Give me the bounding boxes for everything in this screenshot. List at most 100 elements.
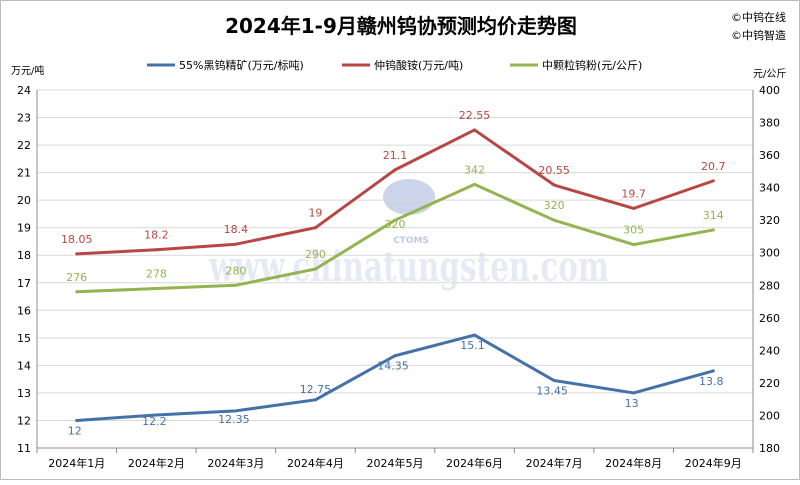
- data-point: [393, 168, 397, 172]
- data-label: 19.7: [621, 187, 646, 200]
- data-point: [234, 283, 238, 287]
- data-point: [552, 379, 556, 383]
- data-label: 20.55: [538, 164, 570, 177]
- data-point: [711, 228, 715, 232]
- data-label: 12: [68, 424, 82, 437]
- right-tick-label: 180: [759, 442, 780, 455]
- data-label: 13.45: [536, 385, 568, 398]
- watermark-text: www.chinatungsten.com: [208, 242, 609, 291]
- x-tick-label: 2024年5月: [367, 456, 424, 470]
- right-tick-label: 280: [759, 279, 780, 292]
- data-label: 320: [544, 199, 565, 212]
- x-tick-label: 2024年2月: [128, 456, 185, 470]
- data-label: 278: [146, 268, 167, 281]
- data-point: [313, 267, 317, 271]
- watermark-logo: CTOMS: [383, 179, 435, 246]
- left-tick-label: 14: [17, 359, 31, 372]
- data-label: 12.2: [142, 415, 167, 428]
- logo-text: CTOMS: [393, 236, 429, 246]
- left-tick-label: 24: [17, 84, 31, 97]
- data-point: [154, 413, 158, 417]
- data-label: 276: [66, 271, 87, 284]
- data-label: 12.75: [300, 383, 332, 396]
- left-tick-label: 11: [17, 442, 31, 455]
- data-point: [234, 242, 238, 246]
- legend: 55%黑钨精矿(万元/标吨) 仲钨酸铵(万元/吨) 中颗粒钨粉(元/公斤): [147, 58, 642, 72]
- data-label: 342: [464, 163, 485, 176]
- data-label: 15.1: [460, 339, 485, 352]
- data-point: [632, 391, 636, 395]
- axes: 11 12 13 14 15 16 17 18 19 20 21 22 23 24 180 200 220 240…: [17, 84, 780, 470]
- x-tick-label: 2024年6月: [446, 456, 503, 470]
- data-label: 18.05: [61, 233, 93, 246]
- data-point: [154, 248, 158, 252]
- logo-mark: [383, 179, 435, 215]
- left-tick-label: 13: [17, 387, 31, 400]
- data-point: [154, 287, 158, 291]
- data-label: 314: [703, 209, 724, 222]
- data-label: 14.35: [377, 360, 409, 373]
- data-label: 21.1: [383, 149, 408, 162]
- right-tick-label: 200: [759, 409, 780, 422]
- data-label: 18.4: [224, 223, 249, 236]
- right-tick-label: 320: [759, 214, 780, 227]
- series-layer: 12 12.2 12.35 12.75 14.35 15.1 13.45 13 13.8 18.0…: [61, 109, 725, 438]
- brand-line-2: ©中钨智造: [731, 28, 786, 42]
- data-point: [393, 218, 397, 222]
- right-axis-unit: 元/公斤: [753, 68, 786, 80]
- data-label: 280: [225, 264, 246, 277]
- x-tick-label: 2024年3月: [207, 456, 264, 470]
- right-tick-label: 360: [759, 149, 780, 162]
- legend-label: 仲钨酸铵(万元/吨): [374, 58, 463, 72]
- data-point: [75, 252, 79, 256]
- data-label: 18.2: [144, 229, 169, 242]
- data-point: [552, 183, 556, 187]
- left-tick-label: 19: [17, 222, 31, 235]
- right-tick-label: 340: [759, 182, 780, 195]
- data-label: 305: [623, 224, 644, 237]
- data-label: 20.7: [701, 160, 726, 173]
- left-tick-label: 23: [17, 112, 31, 125]
- left-tick-label: 21: [17, 167, 31, 180]
- left-tick-label: 16: [17, 304, 31, 317]
- data-point: [313, 398, 317, 402]
- x-tick-label: 2024年7月: [526, 456, 583, 470]
- data-point: [473, 128, 477, 132]
- right-tick-label: 260: [759, 312, 780, 325]
- right-tick-label: 400: [759, 84, 780, 97]
- left-tick-label: 12: [17, 414, 31, 427]
- x-tick-label: 2024年9月: [685, 456, 742, 470]
- data-label: 22.55: [459, 109, 491, 122]
- data-point: [711, 369, 715, 373]
- brand-line-1: ©中钨在线: [731, 10, 786, 24]
- left-tick-label: 18: [17, 249, 31, 262]
- data-label: 13: [625, 397, 639, 410]
- data-point: [75, 290, 79, 294]
- left-tick-label: 17: [17, 277, 31, 290]
- data-label: 290: [305, 248, 326, 261]
- legend-label: 中颗粒钨粉(元/公斤): [542, 58, 642, 72]
- left-tick-label: 15: [17, 332, 31, 345]
- data-point: [75, 418, 79, 422]
- chart-title: 2024年1-9月赣州钨协预测均价走势图: [225, 14, 577, 38]
- left-axis-unit: 万元/吨: [11, 64, 44, 77]
- data-label: 320: [385, 218, 406, 231]
- data-label: 13.8: [699, 375, 724, 388]
- right-tick-label: 220: [759, 377, 780, 390]
- x-tick-label: 2024年1月: [48, 456, 105, 470]
- right-tick-label: 300: [759, 247, 780, 260]
- data-point: [393, 354, 397, 358]
- right-tick-label: 380: [759, 117, 780, 130]
- data-point: [711, 179, 715, 183]
- legend-label: 55%黑钨精矿(万元/标吨): [179, 58, 304, 72]
- x-tick-label: 2024年8月: [605, 456, 662, 470]
- data-point: [632, 243, 636, 247]
- x-tick-label: 2024年4月: [287, 456, 344, 470]
- data-point: [473, 333, 477, 337]
- gridlines: [37, 89, 753, 449]
- data-label: 12.35: [218, 413, 250, 426]
- data-point: [313, 226, 317, 230]
- right-tick-label: 240: [759, 344, 780, 357]
